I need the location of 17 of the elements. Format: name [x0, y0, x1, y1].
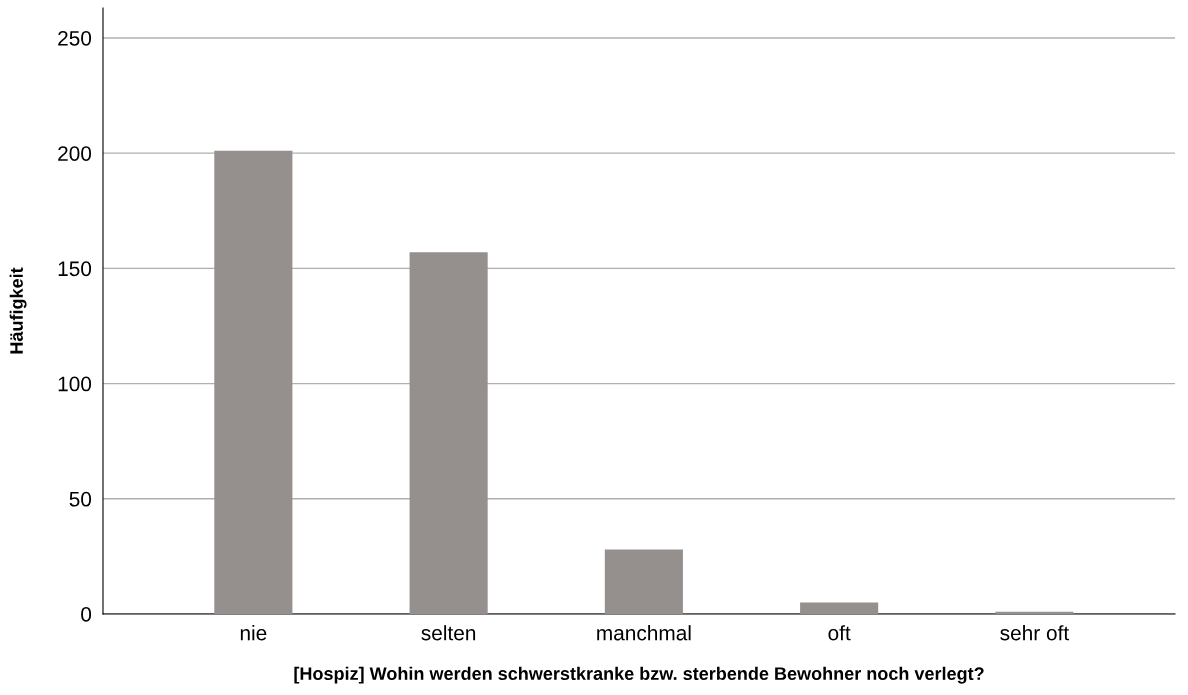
y-tick-label: 250: [58, 30, 92, 46]
x-tick-label: oft: [828, 625, 851, 641]
x-tick-label: sehr oft: [1000, 625, 1069, 641]
x-tick-label: manchmal: [597, 625, 691, 641]
bar: [800, 602, 879, 614]
x-tick-label: selten: [421, 625, 476, 641]
y-tick-label: 50: [69, 491, 92, 507]
x-axis-title: [Hospiz] Wohin werden schwerstkranke bzw. sterbende Bewohner noch verlegt?: [294, 666, 984, 684]
bar: [409, 252, 488, 614]
bar: [604, 549, 683, 614]
y-tick-label: 200: [58, 146, 92, 161]
y-tick-label: 150: [58, 261, 92, 277]
y-tick-label: 0: [81, 607, 92, 622]
x-tick-label: nie: [240, 625, 267, 641]
bar: [214, 150, 293, 614]
y-axis-title: Häufigkeit: [9, 267, 27, 354]
y-tick-label: 100: [58, 376, 92, 392]
